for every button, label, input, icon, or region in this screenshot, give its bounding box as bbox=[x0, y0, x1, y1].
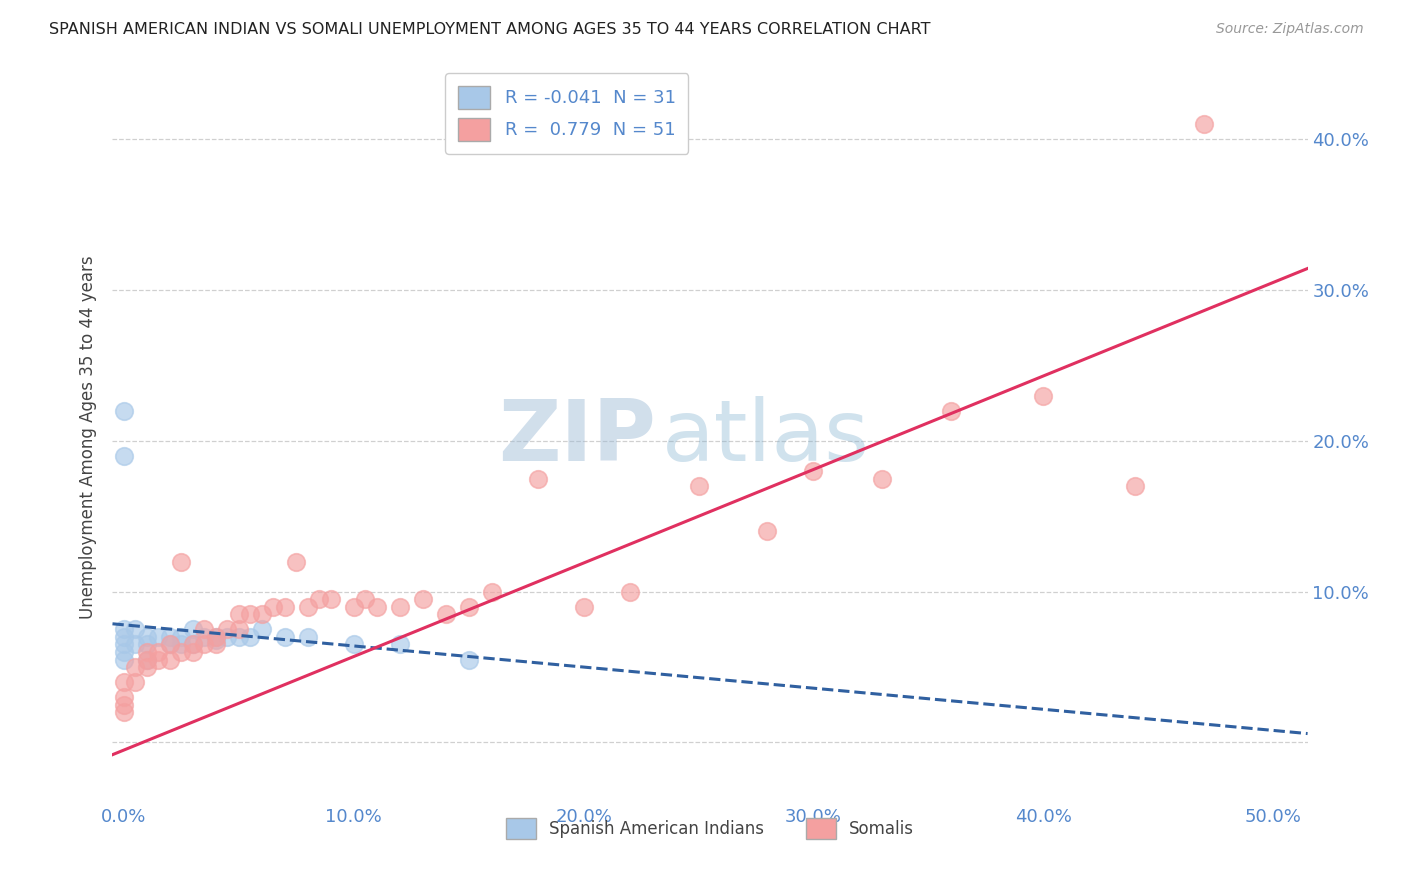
Point bbox=[136, 637, 159, 651]
Point bbox=[756, 524, 779, 539]
Point bbox=[136, 660, 159, 674]
Point bbox=[205, 630, 228, 644]
Point bbox=[112, 449, 135, 463]
Point bbox=[481, 584, 503, 599]
Point bbox=[239, 630, 262, 644]
Point bbox=[803, 464, 825, 478]
Point bbox=[217, 623, 239, 637]
Point bbox=[343, 599, 366, 614]
Point bbox=[228, 623, 250, 637]
Point bbox=[148, 645, 170, 659]
Text: ZIP: ZIP bbox=[499, 395, 657, 479]
Point bbox=[412, 592, 434, 607]
Point bbox=[193, 623, 215, 637]
Point bbox=[148, 652, 170, 666]
Point bbox=[112, 706, 135, 720]
Point bbox=[112, 645, 135, 659]
Point bbox=[124, 675, 146, 690]
Point bbox=[872, 471, 894, 485]
Point bbox=[148, 630, 170, 644]
Point bbox=[181, 623, 204, 637]
Point bbox=[181, 645, 204, 659]
Point bbox=[1032, 389, 1054, 403]
Point bbox=[250, 623, 273, 637]
Point bbox=[319, 592, 342, 607]
Point bbox=[159, 630, 181, 644]
Point bbox=[193, 637, 215, 651]
Point bbox=[205, 630, 228, 644]
Point bbox=[343, 637, 366, 651]
Point bbox=[308, 592, 330, 607]
Point bbox=[285, 554, 308, 568]
Point bbox=[136, 630, 159, 644]
Point bbox=[112, 623, 135, 637]
Point bbox=[124, 637, 146, 651]
Point bbox=[136, 645, 159, 659]
Point bbox=[136, 652, 159, 666]
Point bbox=[228, 630, 250, 644]
Point bbox=[112, 675, 135, 690]
Point bbox=[941, 403, 963, 417]
Text: atlas: atlas bbox=[662, 395, 870, 479]
Point bbox=[457, 652, 479, 666]
Point bbox=[193, 630, 215, 644]
Point bbox=[159, 652, 181, 666]
Point bbox=[572, 599, 595, 614]
Point bbox=[112, 690, 135, 705]
Point bbox=[181, 637, 204, 651]
Point bbox=[354, 592, 377, 607]
Point bbox=[112, 698, 135, 712]
Text: SPANISH AMERICAN INDIAN VS SOMALI UNEMPLOYMENT AMONG AGES 35 TO 44 YEARS CORRELA: SPANISH AMERICAN INDIAN VS SOMALI UNEMPL… bbox=[49, 22, 931, 37]
Point bbox=[274, 630, 297, 644]
Point bbox=[170, 645, 193, 659]
Point bbox=[112, 403, 135, 417]
Point bbox=[217, 630, 239, 644]
Y-axis label: Unemployment Among Ages 35 to 44 years: Unemployment Among Ages 35 to 44 years bbox=[79, 255, 97, 619]
Point bbox=[619, 584, 641, 599]
Point bbox=[262, 599, 284, 614]
Point bbox=[1192, 117, 1215, 131]
Point bbox=[250, 607, 273, 622]
Point bbox=[112, 630, 135, 644]
Point bbox=[388, 637, 411, 651]
Legend: Spanish American Indians, Somalis: Spanish American Indians, Somalis bbox=[499, 811, 921, 846]
Point bbox=[112, 652, 135, 666]
Point bbox=[297, 599, 319, 614]
Point bbox=[274, 599, 297, 614]
Point bbox=[112, 637, 135, 651]
Point bbox=[170, 630, 193, 644]
Point bbox=[239, 607, 262, 622]
Point bbox=[124, 660, 146, 674]
Point bbox=[124, 623, 146, 637]
Point bbox=[205, 632, 228, 647]
Point bbox=[159, 637, 181, 651]
Point bbox=[457, 599, 479, 614]
Point bbox=[366, 599, 388, 614]
Point bbox=[688, 479, 710, 493]
Point bbox=[159, 637, 181, 651]
Point bbox=[136, 652, 159, 666]
Point bbox=[170, 637, 193, 651]
Point bbox=[228, 607, 250, 622]
Point bbox=[205, 637, 228, 651]
Point bbox=[388, 599, 411, 614]
Text: Source: ZipAtlas.com: Source: ZipAtlas.com bbox=[1216, 22, 1364, 37]
Point bbox=[526, 471, 548, 485]
Point bbox=[181, 637, 204, 651]
Point bbox=[434, 607, 457, 622]
Point bbox=[170, 554, 193, 568]
Point bbox=[1123, 479, 1146, 493]
Point bbox=[297, 630, 319, 644]
